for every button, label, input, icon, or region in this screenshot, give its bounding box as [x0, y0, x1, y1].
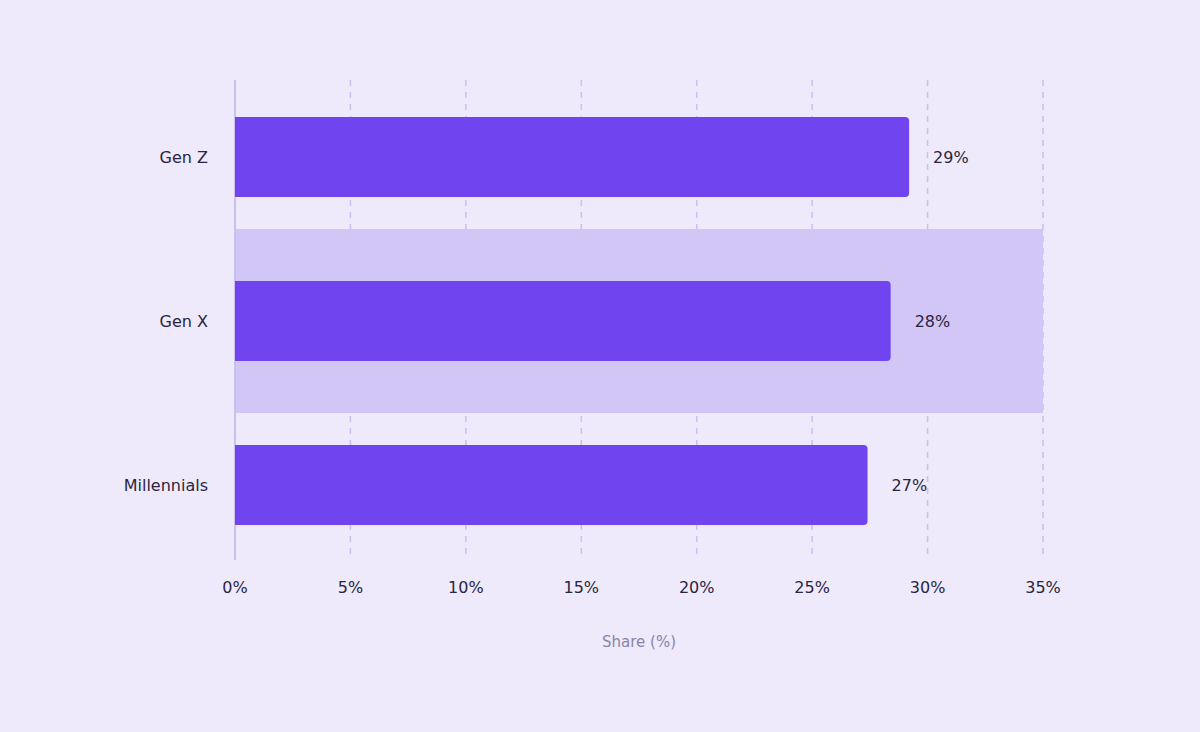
tick-label: 25% [794, 578, 830, 597]
background [0, 0, 1200, 732]
tick-label: 5% [338, 578, 363, 597]
highlight-band [235, 229, 1043, 413]
bar [235, 445, 868, 525]
chart: Gen Z Gen X Millennials 29% 28% 27% 0% 5% 10% 15%… [0, 0, 1200, 732]
data-label: 29% [933, 148, 969, 167]
data-label: 27% [892, 476, 928, 495]
category-label: Gen Z [160, 148, 208, 167]
tick-label: 35% [1025, 578, 1061, 597]
tick-label: 15% [564, 578, 600, 597]
bars [235, 117, 909, 525]
category-label: Gen X [160, 312, 208, 331]
category-label: Millennials [124, 476, 208, 495]
data-label: 28% [915, 312, 951, 331]
tick-label: 20% [679, 578, 715, 597]
axis-title: Share (%) [602, 633, 676, 651]
tick-label: 0% [222, 578, 247, 597]
bar [235, 117, 909, 197]
bar [235, 281, 891, 361]
tick-label: 10% [448, 578, 484, 597]
tick-label: 30% [910, 578, 946, 597]
